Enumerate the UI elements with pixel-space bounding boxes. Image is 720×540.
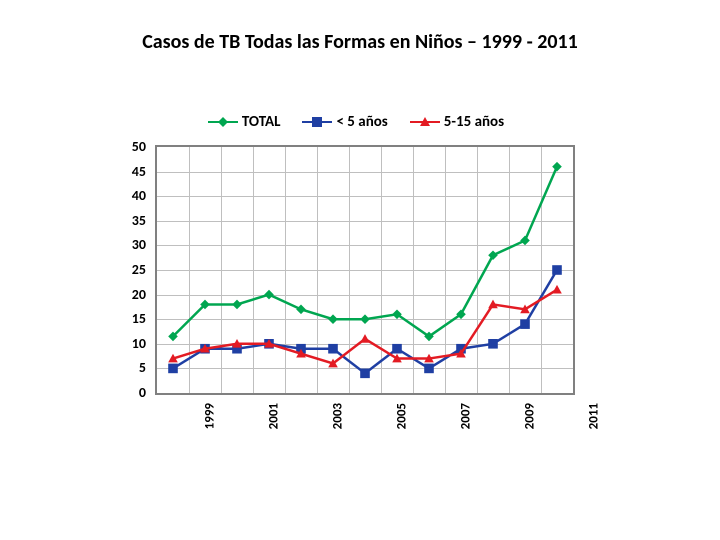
- series-marker: [552, 162, 562, 172]
- y-axis-labels: 05101520253035404550: [120, 145, 150, 395]
- series-marker: [264, 290, 274, 300]
- chart: TOTAL < 5 años 5-15 años 0 5 10 15 20 25 30 35 40 4…: [120, 110, 590, 440]
- series-marker: [360, 314, 370, 324]
- series-marker: [520, 236, 530, 246]
- x-axis-labels: 1999200120032005200720092011: [155, 397, 575, 447]
- y-tick-label: 35: [132, 214, 146, 228]
- series-marker: [488, 250, 498, 260]
- x-tick-label: 2009: [523, 403, 536, 429]
- x-tick-label: 2011: [587, 403, 600, 429]
- series-marker: [488, 339, 498, 349]
- legend-item: 5-15 años: [408, 113, 504, 131]
- plot-area: [155, 145, 575, 395]
- legend-item: < 5 años: [300, 113, 387, 131]
- legend-swatch: [410, 121, 440, 124]
- series-marker: [328, 344, 338, 354]
- series-marker: [552, 285, 562, 294]
- x-tick-label: 2001: [267, 403, 280, 429]
- series-marker: [168, 364, 178, 374]
- legend-swatch: [208, 121, 238, 124]
- x-tick-label: 2003: [331, 403, 344, 429]
- legend-swatch: [302, 121, 332, 124]
- legend: TOTAL < 5 años 5-15 años: [120, 110, 590, 131]
- y-tick-label: 40: [132, 189, 146, 203]
- series-layer: [157, 147, 573, 393]
- legend-label: TOTAL: [242, 113, 281, 131]
- series-line-total: [173, 167, 557, 337]
- series-marker: [360, 369, 370, 379]
- series-marker: [296, 305, 306, 315]
- x-tick-label: 1999: [203, 403, 216, 429]
- y-tick-label: 45: [132, 165, 146, 179]
- series-marker: [520, 319, 530, 329]
- series-marker: [360, 334, 370, 343]
- legend-item: TOTAL: [206, 113, 281, 131]
- y-tick-label: 30: [132, 238, 146, 252]
- y-tick-label: 10: [132, 337, 146, 351]
- page: Casos de TB Todas las Formas en Niños – …: [0, 0, 720, 540]
- series-marker: [392, 344, 402, 354]
- series-line-5-15-a-os: [173, 290, 557, 364]
- x-tick-label: 2005: [395, 403, 408, 429]
- legend-label: < 5 años: [336, 113, 387, 131]
- y-tick-label: 50: [132, 140, 146, 154]
- y-tick-label: 5: [139, 361, 146, 375]
- y-tick-label: 0: [139, 386, 146, 400]
- legend-label: 5-15 años: [444, 113, 504, 131]
- y-tick-label: 20: [132, 288, 146, 302]
- x-tick-label: 2007: [459, 403, 472, 429]
- page-title: Casos de TB Todas las Formas en Niños – …: [0, 30, 720, 54]
- series-marker: [328, 314, 338, 324]
- y-tick-label: 15: [132, 312, 146, 326]
- y-tick-label: 25: [132, 263, 146, 277]
- series-marker: [232, 300, 242, 310]
- series-marker: [552, 265, 562, 275]
- series-marker: [424, 364, 434, 374]
